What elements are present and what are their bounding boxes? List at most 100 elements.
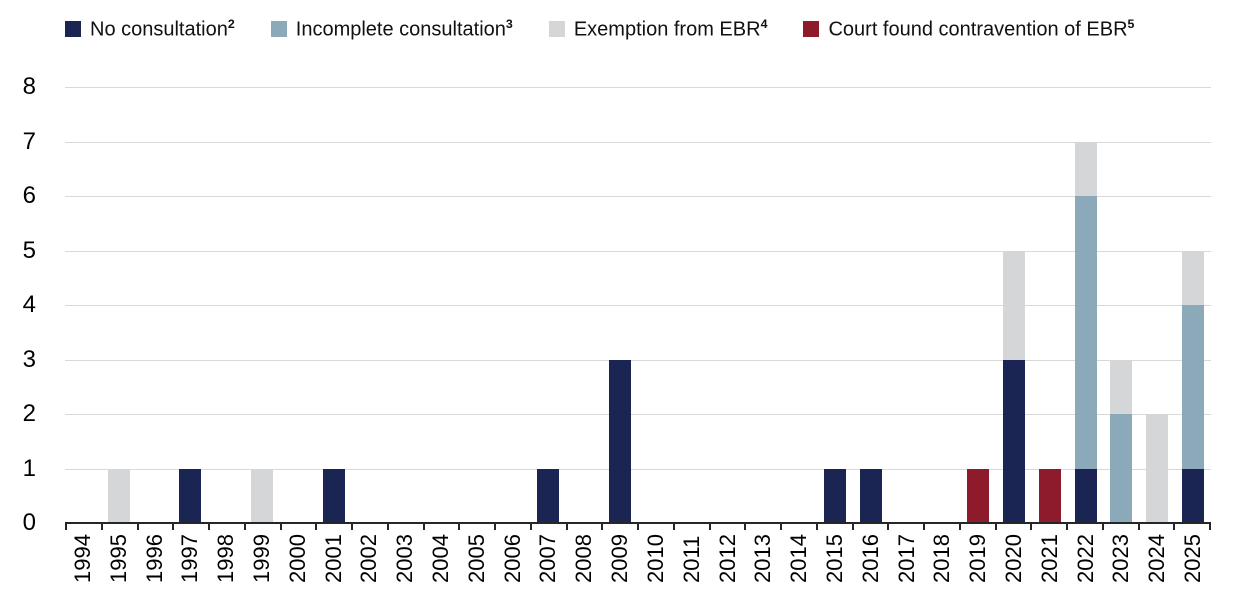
bar-segment-2025 xyxy=(1182,468,1205,523)
bar-stack-2021 xyxy=(1038,87,1061,523)
x-tick-label: 2018 xyxy=(929,534,955,583)
x-tick-label: 2001 xyxy=(320,534,346,583)
x-tick-label: 1999 xyxy=(248,534,274,583)
x-tick-label: 2025 xyxy=(1180,534,1206,583)
x-tick xyxy=(601,523,637,530)
bar-stack-2011 xyxy=(681,87,703,523)
x-tick-label: 2005 xyxy=(463,534,489,583)
x-tick xyxy=(1030,523,1066,530)
bar-slot-1997 xyxy=(172,87,208,523)
bar-stack-2019 xyxy=(967,87,990,523)
bar-slot-2004 xyxy=(423,87,459,523)
bar-segment-2022 xyxy=(1074,196,1097,469)
x-tick-label: 2014 xyxy=(786,534,812,583)
x-label-cell: 2012 xyxy=(710,534,746,583)
x-tick xyxy=(1101,523,1138,530)
x-tick-label: 2012 xyxy=(714,534,740,583)
bar-slot-2010 xyxy=(638,87,674,523)
x-tick xyxy=(136,523,173,530)
x-tick-label: 1996 xyxy=(141,534,167,583)
bar-segment-2001 xyxy=(322,468,345,523)
x-tick-label: 2022 xyxy=(1072,534,1098,583)
bar-stack-2015 xyxy=(823,87,846,523)
bar-segment-2020 xyxy=(1003,359,1026,523)
legend-swatch-icon xyxy=(270,21,287,38)
bar-slot-2006 xyxy=(495,87,531,523)
x-tick xyxy=(958,523,995,530)
x-tick-label: 2017 xyxy=(893,534,919,583)
x-tick-label: 2004 xyxy=(428,534,454,583)
x-label-cell: 1995 xyxy=(101,534,137,583)
x-tick-label: 2023 xyxy=(1108,534,1134,583)
bar-stack-1999 xyxy=(250,87,273,523)
bar-stack-2001 xyxy=(322,87,345,523)
bar-slot-2018 xyxy=(925,87,961,523)
gridline xyxy=(65,250,1211,252)
gridline xyxy=(65,141,1211,143)
bar-stack-2002 xyxy=(358,87,380,523)
x-tick-label: 2011 xyxy=(678,535,704,583)
bar-slot-1994 xyxy=(65,87,101,523)
x-label-cell: 2015 xyxy=(817,534,853,583)
x-label-cell: 1994 xyxy=(65,534,101,583)
x-label-cell: 2007 xyxy=(531,534,567,583)
x-axis-ticks xyxy=(65,523,1211,530)
legend-item-0: No consultation2 xyxy=(65,17,235,42)
x-axis-labels: 1994 1995 1996 1997 1998 1999 2000 2001 2002 2003… xyxy=(65,534,1211,583)
bar-stack-1998 xyxy=(215,87,237,523)
x-tick-label: 2003 xyxy=(392,534,418,583)
legend-item-2: Exemption from EBR4 xyxy=(548,17,768,42)
bar-slot-2003 xyxy=(387,87,423,523)
bar-stack-2018 xyxy=(931,87,953,523)
bar-slot-2017 xyxy=(889,87,925,523)
x-label-cell: 2023 xyxy=(1104,534,1140,583)
x-tick-label: 2007 xyxy=(535,534,561,583)
y-tick-label: 4 xyxy=(22,291,36,318)
bar-slot-2013 xyxy=(745,87,781,523)
x-tick xyxy=(351,523,387,530)
bar-slot-2011 xyxy=(674,87,710,523)
x-label-cell: 2014 xyxy=(781,534,817,583)
x-tick xyxy=(243,523,280,530)
x-tick-label: 2000 xyxy=(284,534,310,583)
bar-slot-2008 xyxy=(566,87,602,523)
x-tick-label: 2024 xyxy=(1144,534,1170,583)
x-tick xyxy=(815,523,852,530)
bar-slot-2001 xyxy=(316,87,352,523)
bar-stack-2017 xyxy=(896,87,918,523)
bar-segment-2009 xyxy=(609,359,632,523)
x-label-cell: 2022 xyxy=(1068,534,1104,583)
legend-swatch-icon xyxy=(803,21,820,38)
x-label-cell: 2021 xyxy=(1032,534,1068,583)
bar-stack-2023 xyxy=(1110,87,1133,523)
bar-segment-2025 xyxy=(1182,250,1205,305)
y-tick-label: 6 xyxy=(22,182,36,209)
x-label-cell: 2002 xyxy=(352,534,388,583)
bar-slot-2019 xyxy=(960,87,996,523)
bar-stack-2020 xyxy=(1003,87,1026,523)
x-tick-label: 1997 xyxy=(177,534,203,583)
y-tick-label: 5 xyxy=(22,236,36,264)
bar-slot-2000 xyxy=(280,87,316,523)
bar-segment-1997 xyxy=(179,468,202,523)
x-tick xyxy=(780,523,816,530)
x-tick xyxy=(744,523,780,530)
x-tick xyxy=(851,523,888,530)
bar-slot-1999 xyxy=(244,87,280,523)
x-label-cell: 2010 xyxy=(638,534,674,583)
bar-stack-2000 xyxy=(287,87,309,523)
x-label-cell: 2017 xyxy=(889,534,925,583)
gridline xyxy=(65,305,1211,306)
legend-label: Court found contravention of EBR5 xyxy=(828,17,1135,41)
legend-label: Exemption from EBR4 xyxy=(573,17,768,41)
bar-stack-2022 xyxy=(1074,87,1097,523)
bar-stack-2008 xyxy=(573,87,595,523)
bar-segment-2016 xyxy=(859,468,882,523)
x-tick xyxy=(637,523,673,530)
y-tick-label: 2 xyxy=(22,400,36,427)
x-tick-label: 1998 xyxy=(213,534,239,583)
gridline xyxy=(65,196,1211,197)
bar-segment-2022 xyxy=(1074,468,1097,523)
bar-stack-2012 xyxy=(717,87,739,523)
bar-segment-1999 xyxy=(250,468,273,523)
